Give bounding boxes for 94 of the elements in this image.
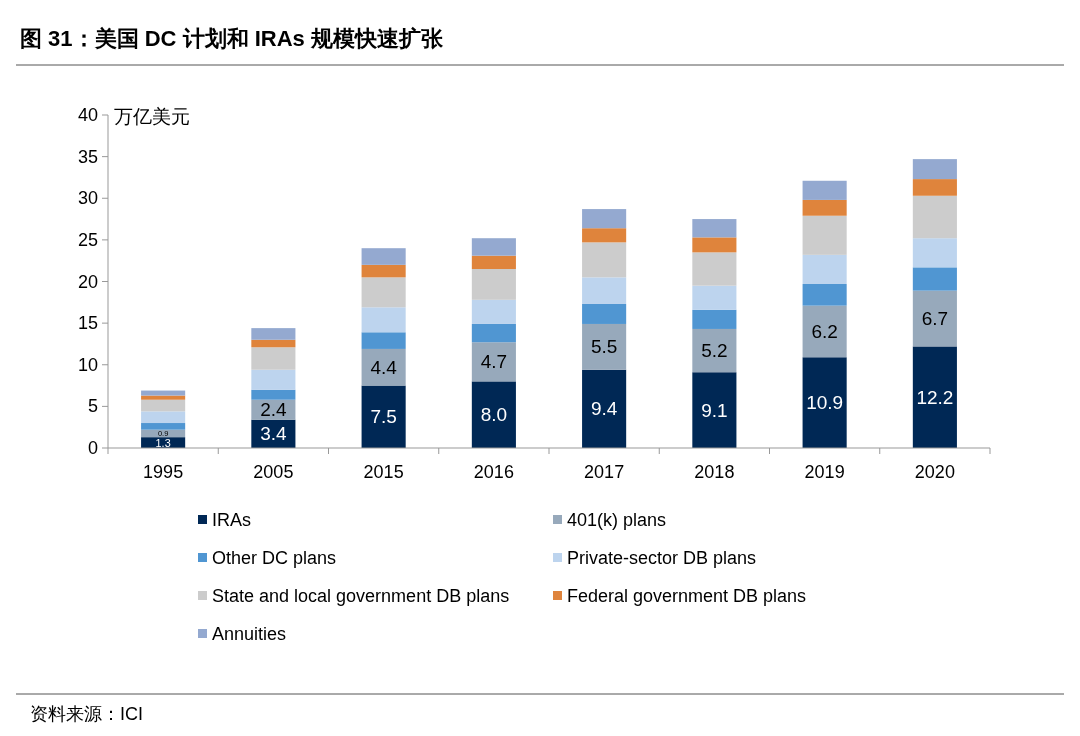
bar (692, 219, 737, 238)
bar (802, 254, 847, 284)
bar (471, 269, 516, 300)
data-label: 1.3 (155, 436, 171, 449)
bar (912, 179, 957, 196)
bar (251, 347, 296, 370)
x-tick-label: 2019 (804, 462, 845, 482)
bar (802, 199, 847, 216)
data-label: 9.1 (701, 399, 728, 421)
bar (471, 238, 516, 256)
bar (582, 242, 627, 278)
bar (802, 357, 847, 448)
y-tick-label: 5 (87, 396, 98, 417)
data-label: 7.5 (370, 406, 397, 428)
data-label: 5.5 (590, 336, 618, 358)
y-tick-label: 30 (77, 188, 98, 209)
bar (582, 277, 627, 304)
bar (361, 248, 406, 265)
legend-label: 401(k) plans (567, 510, 667, 530)
bar (471, 299, 516, 324)
bar (802, 180, 847, 200)
y-tick-label: 15 (77, 313, 98, 334)
bar (802, 215, 847, 255)
bar (692, 372, 737, 448)
x-tick-label: 1995 (143, 462, 184, 482)
y-tick-label: 0 (87, 438, 98, 458)
x-tick-label: 2015 (363, 462, 404, 482)
x-tick-label: 2020 (914, 462, 955, 482)
data-label: 3.4 (260, 423, 288, 445)
bar (912, 267, 957, 291)
bar (361, 277, 406, 308)
legend-label: IRAs (212, 510, 252, 530)
legend-label: Private-sector DB plans (567, 548, 757, 568)
y-tick-label: 35 (77, 146, 98, 167)
bar (582, 323, 627, 370)
bar (582, 369, 627, 448)
bar (912, 290, 957, 347)
bar (692, 285, 737, 310)
data-label: 6.2 (811, 320, 838, 342)
bar (141, 395, 186, 400)
legend-label: Annuities (212, 624, 287, 644)
bar (912, 238, 957, 268)
y-tick-label: 25 (77, 229, 98, 250)
bar (141, 423, 186, 430)
data-label: 10.9 (806, 392, 844, 414)
x-tick-label: 2016 (473, 462, 514, 482)
bar (141, 399, 186, 412)
bar (251, 328, 296, 340)
data-label: 5.2 (701, 340, 728, 362)
data-label: 8.0 (480, 404, 508, 426)
y-axis-title: 万亿美元 (114, 106, 190, 127)
bar (582, 228, 627, 243)
bar (582, 303, 627, 324)
chart-title: 图 31：美国 DC 计划和 IRAs 规模快速扩张 (20, 26, 444, 51)
x-tick-label: 2005 (253, 462, 294, 482)
bar (692, 237, 737, 253)
bar (141, 390, 186, 396)
bar (692, 309, 737, 329)
bar (361, 348, 406, 386)
data-label: 4.7 (480, 351, 508, 373)
bar (471, 342, 516, 382)
bar (471, 255, 516, 270)
bar (361, 332, 406, 349)
data-label: 12.2 (916, 386, 954, 408)
y-tick-label: 40 (77, 105, 98, 125)
bar (361, 307, 406, 333)
bar (912, 159, 957, 180)
bar (912, 346, 957, 448)
bar (912, 195, 957, 239)
bar (802, 284, 847, 306)
bar (692, 328, 737, 373)
data-label: 6.7 (921, 308, 949, 330)
x-tick-label: 2017 (584, 462, 625, 482)
bar (692, 252, 737, 286)
bar (251, 339, 296, 348)
bar (361, 385, 406, 448)
x-tick-label: 2018 (694, 462, 735, 482)
bar (582, 209, 627, 229)
bar (471, 323, 516, 343)
legend-label: Federal government DB plans (567, 586, 807, 606)
data-label: 9.4 (590, 398, 618, 420)
data-label: 2.4 (260, 399, 288, 421)
bar (471, 381, 516, 448)
legend-label: Other DC plans (212, 548, 337, 568)
legend-label: State and local government DB plans (212, 586, 510, 606)
bar (361, 264, 406, 278)
bar (251, 369, 296, 390)
bar (802, 305, 847, 358)
text: 资料来源：ICI (30, 704, 144, 724)
data-label: 4.4 (370, 356, 398, 378)
y-tick-label: 20 (77, 271, 98, 292)
y-tick-label: 10 (77, 354, 98, 375)
bar (251, 389, 296, 400)
bar (141, 411, 186, 424)
